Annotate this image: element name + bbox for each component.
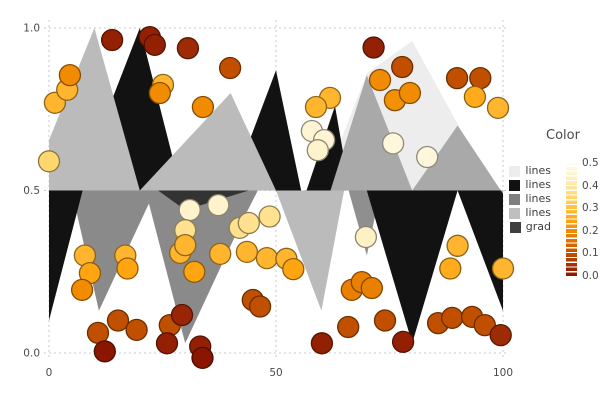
scatter-point — [360, 276, 383, 300]
scatter-point — [209, 242, 232, 266]
legend-label: grad — [525, 220, 551, 233]
legend-swatch — [509, 193, 521, 205]
colorbar-tick-label: 0.1 — [582, 247, 599, 260]
area-lines-graymed-2 — [412, 125, 503, 194]
scatter-point — [178, 198, 201, 222]
colorbar-gradient — [566, 163, 577, 276]
legend-entry-grad: grad — [509, 220, 551, 234]
x-tick-label: 0 — [46, 367, 53, 379]
scatter-point — [282, 257, 305, 281]
scatter-point — [86, 321, 110, 345]
legend-swatch — [509, 207, 521, 219]
scatter-point — [337, 315, 360, 339]
colorbar-tick-label: 0.0 — [582, 270, 599, 282]
legend-swatch — [509, 179, 521, 191]
scatter-point — [248, 295, 272, 318]
scatter-point — [391, 55, 414, 79]
scatter-point — [373, 309, 397, 332]
scatter-point — [106, 309, 130, 332]
scatter-point — [191, 346, 214, 370]
scatter-point — [441, 306, 464, 330]
y-tick-label: 0.5 — [23, 185, 40, 197]
legend-entries: lines lines lines lines grad — [509, 164, 551, 234]
legend-entry-lines: lines — [509, 192, 551, 206]
scatter-point — [237, 211, 260, 235]
scatter-point — [310, 332, 334, 355]
scatter-point — [176, 37, 200, 60]
x-tick-label: 100 — [493, 367, 513, 379]
legend-label: lines — [525, 178, 551, 191]
scatter-point — [116, 257, 139, 280]
scatter-point — [191, 95, 215, 119]
legend-entry-lines: lines — [509, 206, 551, 220]
legend-label: lines — [525, 164, 551, 177]
scatter-point — [218, 56, 242, 80]
area-lines-black — [49, 28, 503, 344]
scatter-point — [463, 85, 487, 109]
colorbar-tick-label: 0.5 — [582, 157, 599, 169]
scatter-point — [486, 96, 510, 120]
scatter-point — [381, 132, 405, 155]
scatter-point — [416, 145, 439, 169]
scatter-point — [354, 225, 378, 249]
scatter-point — [368, 68, 392, 92]
scatter-point — [183, 260, 206, 283]
scatter-point — [170, 303, 194, 327]
colorbar-tick-label: 0.2 — [582, 224, 599, 237]
scatter-point — [174, 233, 197, 257]
scatter-point — [207, 193, 230, 217]
x-tick-label: 50 — [269, 367, 282, 379]
scatter-point — [155, 332, 179, 355]
legend-entry-lines: lines — [509, 164, 551, 178]
scatter-point — [255, 246, 279, 270]
scatter-point — [445, 66, 469, 90]
scatter-point — [258, 205, 281, 228]
scatter-point — [398, 81, 422, 105]
scatter-point — [37, 150, 61, 173]
area-lines-gray-left — [71, 190, 258, 344]
legend-title: Color — [546, 128, 580, 143]
area-lines-graymed-1 — [330, 75, 413, 191]
legend-swatch — [509, 221, 521, 233]
scatter-point — [446, 234, 469, 257]
area-lines-silver — [49, 28, 345, 311]
scatter-point — [306, 139, 329, 162]
y-tick-label: 0.0 — [23, 348, 40, 360]
scatter-point — [362, 36, 385, 59]
scatter-point — [473, 313, 496, 337]
scatter-point — [469, 66, 492, 90]
scatter-point — [70, 278, 94, 302]
scatter-point — [100, 28, 124, 52]
legend-label: lines — [525, 192, 551, 205]
legend-swatch — [509, 165, 521, 177]
scatter-point — [489, 323, 512, 347]
colorbar-tick-label: 0.3 — [582, 202, 599, 215]
legend-label: lines — [525, 206, 551, 219]
scatter-point — [304, 95, 328, 119]
scatter-point — [391, 330, 415, 354]
scatter-point — [93, 340, 116, 363]
scatter-point — [58, 63, 82, 87]
legend-entry-lines: lines — [509, 178, 551, 192]
scatter-point — [235, 240, 259, 264]
scatter-point — [148, 81, 171, 105]
scatter-point — [143, 33, 166, 57]
scatter-point — [125, 318, 148, 342]
scatter-point — [491, 257, 515, 280]
y-tick-label: 1.0 — [23, 23, 40, 35]
scatter-point — [439, 257, 462, 280]
colorbar-tick-label: 0.4 — [582, 179, 599, 192]
